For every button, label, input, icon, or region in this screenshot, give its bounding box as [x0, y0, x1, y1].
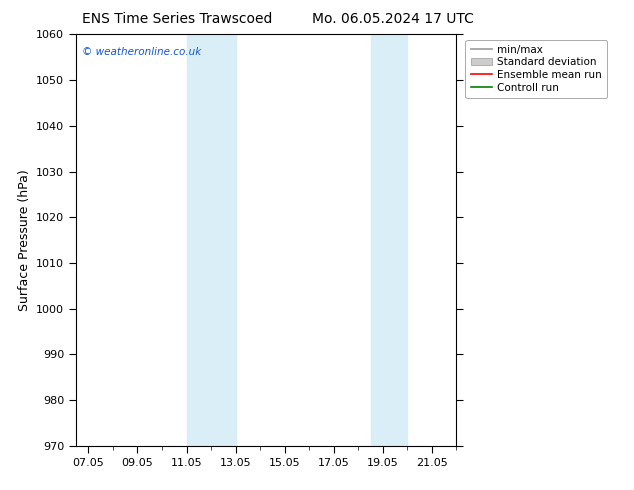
Bar [371, 34, 408, 446]
Y-axis label: Surface Pressure (hPa): Surface Pressure (hPa) [18, 169, 30, 311]
Text: ENS Time Series Trawscoed: ENS Time Series Trawscoed [82, 12, 273, 26]
Text: Mo. 06.05.2024 17 UTC: Mo. 06.05.2024 17 UTC [312, 12, 474, 26]
Bar [186, 34, 236, 446]
Legend: min/max, Standard deviation, Ensemble mean run, Controll run: min/max, Standard deviation, Ensemble me… [465, 40, 607, 98]
Text: © weatheronline.co.uk: © weatheronline.co.uk [82, 47, 201, 57]
